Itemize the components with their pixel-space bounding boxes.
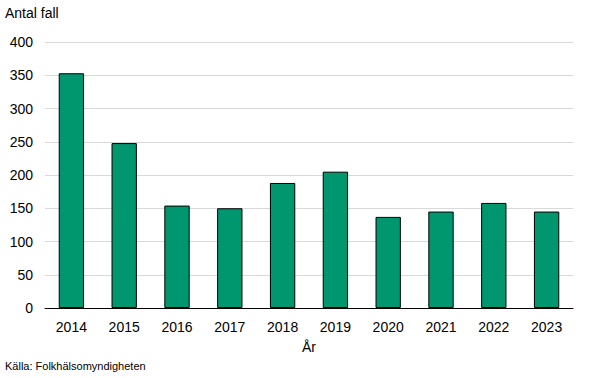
svg-text:2014: 2014 — [56, 319, 87, 335]
svg-text:2022: 2022 — [478, 319, 509, 335]
svg-text:100: 100 — [10, 234, 34, 250]
svg-text:300: 300 — [10, 101, 34, 117]
svg-text:Antal fall: Antal fall — [5, 5, 59, 21]
svg-text:Källa: Folkhälsomyndigheten: Källa: Folkhälsomyndigheten — [5, 360, 146, 372]
svg-text:250: 250 — [10, 134, 34, 150]
svg-text:2018: 2018 — [267, 319, 298, 335]
svg-text:2021: 2021 — [425, 319, 456, 335]
svg-text:2020: 2020 — [373, 319, 404, 335]
svg-text:400: 400 — [10, 34, 34, 50]
svg-text:350: 350 — [10, 67, 34, 83]
svg-text:2016: 2016 — [161, 319, 192, 335]
svg-text:2015: 2015 — [109, 319, 140, 335]
svg-text:0: 0 — [25, 300, 33, 316]
svg-text:200: 200 — [10, 167, 34, 183]
svg-text:2023: 2023 — [531, 319, 562, 335]
svg-text:År: År — [302, 339, 316, 355]
svg-text:150: 150 — [10, 200, 34, 216]
svg-text:2019: 2019 — [320, 319, 351, 335]
svg-text:50: 50 — [17, 267, 33, 283]
svg-text:2017: 2017 — [214, 319, 245, 335]
